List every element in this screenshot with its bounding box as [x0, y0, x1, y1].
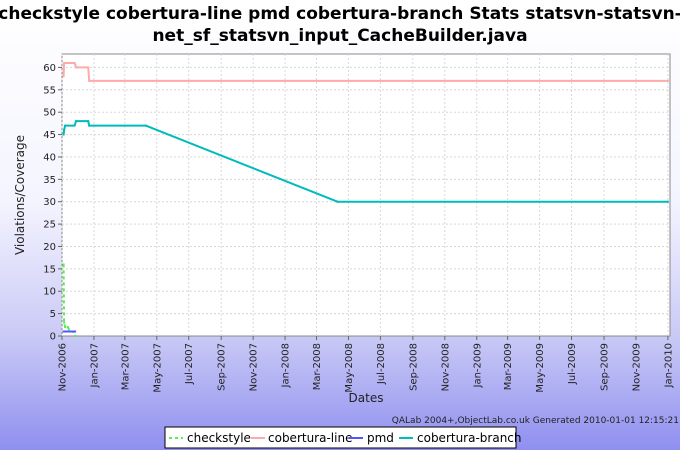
- legend-label-pmd: pmd: [367, 431, 394, 445]
- y-tick-label: 55: [43, 85, 56, 96]
- chart-title-line-1: checkstyle cobertura-line pmd cobertura-…: [0, 4, 680, 24]
- legend-label-cobertura-line: cobertura-line: [268, 431, 352, 445]
- x-tick-label: May-2007: [152, 343, 163, 393]
- y-tick-label: 30: [43, 197, 56, 208]
- data-point-cobertura-branch: [336, 200, 339, 203]
- y-tick-label: 15: [43, 264, 56, 275]
- data-point-cobertura-line: [666, 79, 669, 82]
- data-point-pmd: [74, 330, 77, 333]
- grid-lines: [61, 54, 670, 336]
- series-lines: [62, 61, 669, 337]
- data-point-cobertura-branch: [73, 124, 76, 127]
- legend-label-cobertura-branch: cobertura-branch: [417, 431, 522, 445]
- x-tick-label: Jan-2010: [663, 343, 674, 388]
- y-tick-label: 45: [43, 130, 56, 141]
- data-point-checkstyle: [74, 335, 77, 337]
- data-point-checkstyle: [63, 321, 66, 324]
- y-tick-label: 50: [43, 108, 56, 119]
- legend: checkstyle cobertura-line pmd cobertura-…: [164, 426, 522, 449]
- x-tick-label: Jul-2008: [376, 343, 387, 385]
- y-tick-label: 40: [43, 152, 56, 163]
- data-point-cobertura-branch: [64, 124, 67, 127]
- x-tick-label: Nov-2007: [249, 343, 260, 391]
- x-tick-label: Mar-2009: [503, 343, 514, 390]
- x-tick-label: Nov-2009: [631, 343, 642, 391]
- data-point-cobertura-branch: [62, 133, 65, 136]
- data-point-cobertura-line: [73, 61, 76, 64]
- plot-area: [61, 53, 671, 337]
- data-point-cobertura-line: [87, 66, 90, 69]
- x-tick-label: Sep-2008: [408, 343, 419, 391]
- data-point-cobertura-branch: [666, 200, 669, 203]
- x-tick-label: May-2009: [535, 343, 546, 393]
- data-point-checkstyle: [66, 326, 69, 329]
- x-tick-label: Sep-2007: [217, 343, 228, 391]
- x-tick-label: Nov-2006: [58, 343, 69, 391]
- data-point-cobertura-branch: [144, 124, 147, 127]
- y-tick-label: 5: [50, 309, 56, 320]
- x-tick-label: Mar-2007: [120, 343, 131, 390]
- data-point-cobertura-branch: [75, 120, 78, 123]
- data-point-cobertura-branch: [63, 129, 66, 132]
- chart-title-line-2: net_sf_statsvn_input_CacheBuilder.java: [152, 26, 527, 46]
- x-tick-label: May-2008: [344, 343, 355, 393]
- y-axis-label: Violations/Coverage: [13, 135, 27, 255]
- data-point-checkstyle: [62, 263, 65, 266]
- legend-label-checkstyle: checkstyle: [187, 431, 251, 445]
- x-axis-label: Dates: [349, 391, 384, 405]
- data-point-pmd: [71, 330, 74, 333]
- legend-box: [164, 426, 517, 449]
- y-tick-label: 10: [43, 287, 56, 298]
- data-point-cobertura-line: [63, 61, 66, 64]
- y-tick-label: 60: [43, 63, 56, 74]
- y-tick-label: 0: [50, 332, 56, 343]
- x-tick-label: Jan-2007: [89, 343, 100, 388]
- x-tick-label: Nov-2008: [440, 343, 451, 391]
- data-point-cobertura-branch: [88, 124, 91, 127]
- data-point-cobertura-line: [88, 79, 91, 82]
- x-tick-label: Mar-2008: [312, 343, 323, 390]
- x-tick-label: Sep-2009: [600, 343, 611, 391]
- data-point-cobertura-line: [75, 66, 78, 69]
- x-tick-label: Jul-2009: [567, 343, 578, 385]
- x-tick-label: Jan-2009: [472, 343, 483, 388]
- data-point-pmd: [62, 330, 65, 333]
- y-tick-label: 25: [43, 220, 56, 231]
- series-line-cobertura-branch: [62, 120, 668, 203]
- generated-credit: QALab 2004+,ObjectLab.co.uk Generated 20…: [392, 416, 679, 426]
- data-point-cobertura-line: [62, 75, 65, 78]
- x-tick-label: Jan-2008: [281, 343, 292, 388]
- data-point-cobertura-branch: [87, 120, 90, 123]
- data-point-checkstyle: [64, 326, 67, 329]
- y-tick-label: 35: [43, 175, 56, 186]
- axis-ticks: 0 5 10 15 20 25 30 35 40 45 50 55 60 Nov-2006 Jan-2007…: [43, 63, 674, 393]
- x-tick-label: Jul-2007: [184, 343, 195, 385]
- y-tick-label: 20: [43, 242, 56, 253]
